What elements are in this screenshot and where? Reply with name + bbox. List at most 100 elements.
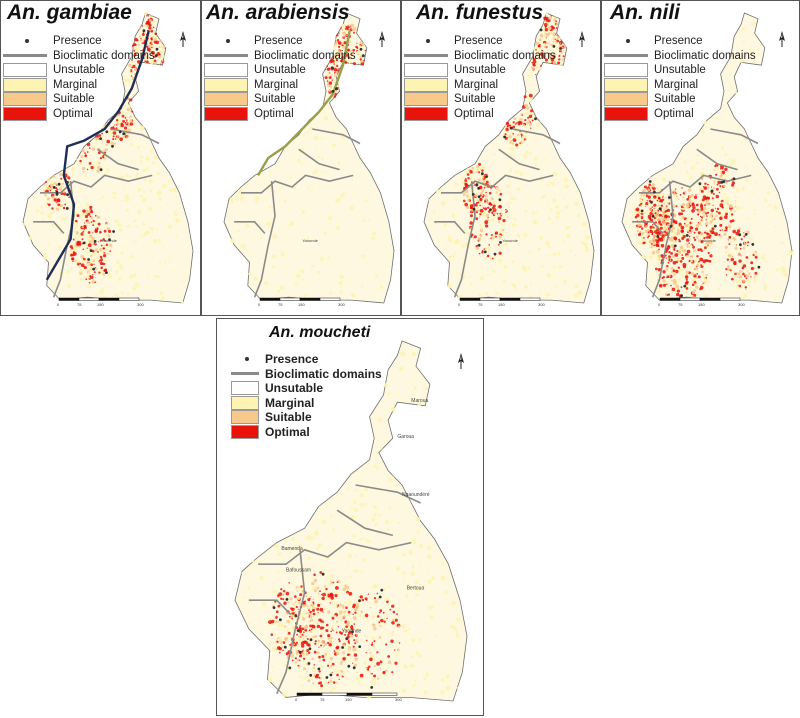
presence-point [559, 47, 562, 50]
scale-label: 0 [295, 697, 298, 702]
presence-point [352, 666, 356, 670]
legend-bioclim: Bioclimatic domains [231, 367, 382, 382]
bioclimatic-boundary [498, 148, 540, 171]
presence-point [658, 207, 662, 211]
presence-point [307, 662, 311, 665]
map-legend: Presence Bioclimatic domains Unsutable M… [604, 34, 756, 121]
legend-presence: Presence [204, 34, 356, 49]
bioclimatic-boundary [434, 221, 466, 234]
presence-point [122, 132, 126, 136]
presence-point [477, 186, 481, 190]
north-arrow-icon: N [180, 31, 186, 47]
presence-point [651, 214, 655, 218]
map-legend: Presence Bioclimatic domains Unsutable M… [3, 34, 155, 121]
presence-point [309, 673, 313, 677]
legend-marginal: Marginal [231, 395, 382, 411]
presence-point [99, 168, 103, 172]
presence-point [296, 629, 300, 632]
place-label: Bertoua [407, 585, 425, 591]
presence-point [552, 45, 556, 48]
presence-point [648, 180, 652, 183]
north-arrow-icon: N [458, 353, 464, 369]
presence-dot-icon [245, 357, 249, 362]
presence-point [499, 241, 502, 244]
presence-point [653, 190, 656, 194]
presence-point [358, 599, 361, 603]
presence-point [317, 667, 321, 671]
presence-point [378, 595, 382, 599]
presence-point [739, 243, 742, 247]
scale-label: 300 [137, 302, 144, 307]
presence-point [154, 54, 158, 57]
scale-label: 150 [97, 302, 104, 307]
panel-title: An. funestus [416, 1, 544, 24]
presence-point [481, 172, 484, 176]
legend-marginal: Marginal [404, 77, 556, 93]
map-legend: Presence Bioclimatic domains Unsutable M… [204, 34, 356, 121]
presence-point [99, 137, 102, 141]
presence-point [534, 117, 537, 121]
presence-point [330, 66, 334, 70]
presence-point [358, 645, 362, 648]
presence-point [341, 646, 344, 649]
presence-point [331, 89, 335, 93]
presence-point [483, 250, 487, 254]
presence-point [683, 284, 687, 288]
north-label: N [180, 34, 184, 40]
presence-point [66, 181, 69, 184]
bioclimatic-boundary [710, 128, 759, 145]
legend-bioclim: Bioclimatic domains [204, 49, 356, 64]
north-label: N [779, 34, 783, 40]
legend-optimal: Optimal [204, 106, 356, 122]
bioclimatic-boundary [111, 128, 160, 145]
bioclim-line-icon [204, 54, 248, 58]
bioclimatic-boundary [33, 221, 65, 234]
presence-point [298, 651, 302, 654]
scale-label: 0 [258, 302, 261, 307]
presence-point [112, 230, 115, 233]
place-label: Bamenda [281, 546, 303, 552]
legend-suitable: Suitable [231, 410, 382, 425]
place-label: Ngaoundéré [402, 492, 430, 498]
legend-presence: Presence [3, 34, 155, 49]
scale-label: 300 [395, 697, 402, 702]
scale-bar: 0 75 150 300 [295, 692, 402, 702]
north-label: N [458, 356, 462, 362]
presence-point [680, 294, 683, 298]
legend-bioclim: Bioclimatic domains [404, 49, 556, 64]
presence-point [732, 177, 736, 181]
presence-point [92, 267, 96, 271]
legend-suitable: Suitable [604, 92, 756, 107]
presence-point [685, 234, 689, 237]
presence-point [722, 180, 726, 184]
legend-optimal: Optimal [231, 424, 382, 440]
scale-label: 75 [320, 697, 325, 702]
north-label: N [379, 34, 383, 40]
bioclimatic-boundary [651, 181, 674, 298]
scale-label: 150 [298, 302, 305, 307]
presence-point [308, 647, 312, 651]
presence-point [309, 638, 313, 642]
cameroon-map-moucheti: N 0 75 150 300 Maroua Garoua Ngaoundéré Bamenda B… [234, 340, 468, 702]
map-panel-gambiae: N 0 75 150 300 Yaounde An. gambiae Presence B… [0, 0, 201, 316]
presence-point [370, 686, 374, 689]
presence-point [472, 207, 476, 211]
presence-dot-icon [426, 39, 430, 44]
presence-point [288, 666, 292, 670]
bioclimatic-boundary [336, 509, 393, 537]
legend-optimal: Optimal [404, 106, 556, 122]
legend-unsuitable: Unsutable [204, 63, 356, 78]
cameroon-map-funestus: N 0 75 150 300 Yaounde [423, 11, 595, 307]
presence-point [52, 186, 56, 189]
place-label: Yaounde [302, 238, 318, 243]
cameroon-map-gambiae: N 0 75 150 300 Yaounde [22, 12, 194, 307]
presence-point [720, 181, 724, 184]
presence-point [57, 182, 61, 186]
presence-point [351, 630, 354, 634]
cameroon-map-nili: N 0 75 150 300 Yaounde [621, 12, 794, 307]
north-arrow-icon: N [579, 31, 585, 47]
cameroon-map-arabiensis: N 0 75 150 300 Yaounde [223, 12, 395, 307]
presence-point [757, 265, 761, 269]
bioclimatic-boundary [40, 174, 153, 194]
presence-point [66, 193, 69, 197]
